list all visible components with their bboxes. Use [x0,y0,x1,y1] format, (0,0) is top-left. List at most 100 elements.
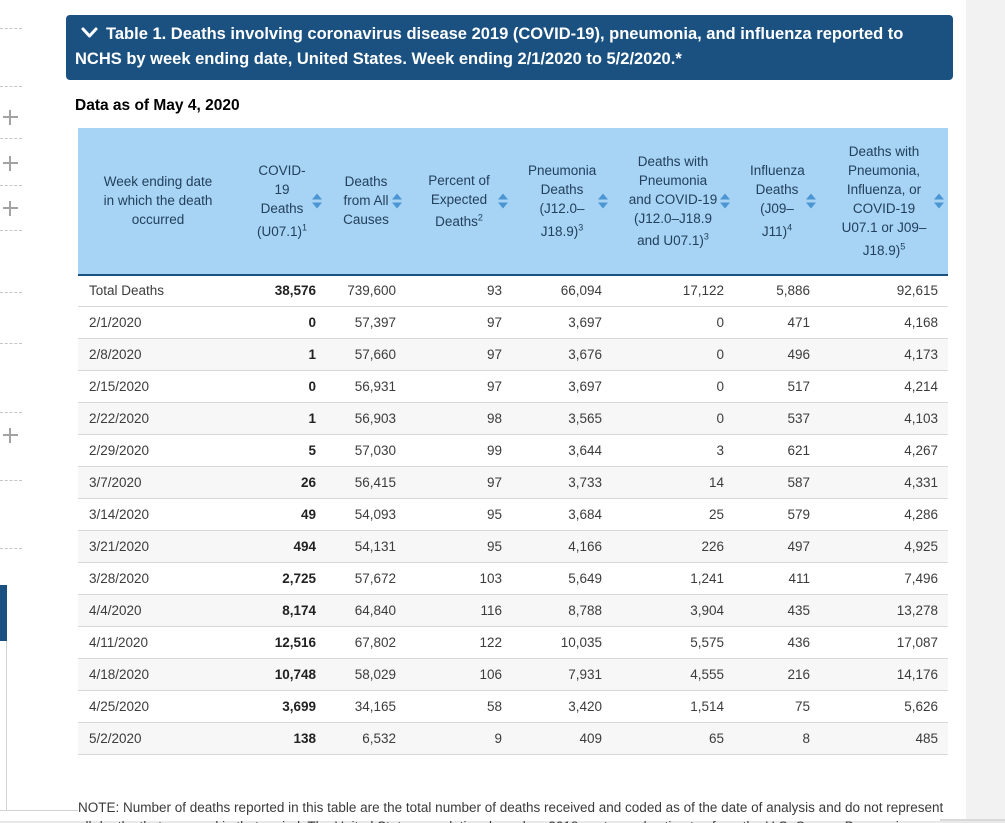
expand-plus-icon[interactable] [3,201,18,216]
cell: 4,103 [820,402,948,435]
cell: 411 [734,562,820,595]
cell: 97 [406,466,512,499]
expand-plus-icon[interactable] [3,156,18,171]
sort-icon[interactable] [598,193,608,209]
cell: 0 [612,338,734,371]
cell: 10,035 [512,626,612,659]
cell: 517 [734,370,820,403]
cell: 95 [406,498,512,531]
cell: 14 [612,466,734,499]
column-header-4[interactable]: Percent of Expected Deaths2 [406,128,512,276]
cell: 2/8/2020 [78,338,238,371]
column-header-5[interactable]: Pneumonia Deaths (J12.0–J18.9)3 [512,128,612,276]
cell: 56,903 [326,402,406,435]
cell: 25 [612,498,734,531]
sort-icon[interactable] [934,193,944,209]
cell: 12,516 [238,626,326,659]
table-header-row: Week ending date in which the death occu… [78,128,948,276]
cell: 56,415 [326,466,406,499]
table-row: 4/25/2020 3,699 34,165 58 3,420 1,514 75 5,626 [78,690,948,723]
cell: 116 [406,594,512,627]
column-header-label: COVID-19 Deaths (U07.1)1 [256,163,308,239]
cell: 0 [238,370,326,403]
cell: 3/28/2020 [78,562,238,595]
cell: 122 [406,626,512,659]
cell: 485 [820,722,948,755]
cell: 739,600 [326,274,406,307]
left-edge-horizontal-line [0,810,78,811]
table-row: 3/14/2020 49 54,093 95 3,684 25 579 4,286 [78,498,948,531]
table-row: 3/21/2020 494 54,131 95 4,166 226 497 4,925 [78,530,948,563]
cell: 3,644 [512,434,612,467]
margin-dashed-line [0,28,22,29]
cell: 5,886 [734,274,820,307]
cell: 56,931 [326,370,406,403]
cell: 5,649 [512,562,612,595]
cell: 3,684 [512,498,612,531]
cell: 103 [406,562,512,595]
cell: 0 [612,370,734,403]
right-gutter-band [966,0,1005,823]
column-header-label: Deaths with Pneumonia, Influenza, or COV… [841,144,927,258]
sort-icon[interactable] [806,193,816,209]
margin-dashed-line [0,480,22,481]
column-header-3[interactable]: Deaths from All Causes [326,128,406,276]
cell: 99 [406,434,512,467]
column-header-label: Deaths with Pneumonia and COVID-19 (J12.… [628,153,718,249]
cell: 3,420 [512,690,612,723]
cell: 1,241 [612,562,734,595]
cell: 579 [734,498,820,531]
cell: 38,576 [238,274,326,307]
cell: 2/15/2020 [78,370,238,403]
column-header-6[interactable]: Deaths with Pneumonia and COVID-19 (J12.… [612,128,734,276]
expand-plus-icon[interactable] [3,428,18,443]
column-header-2[interactable]: COVID-19 Deaths (U07.1)1 [238,128,326,276]
table-title: Table 1. Deaths involving coronavirus di… [75,25,904,68]
cell: 4/18/2020 [78,658,238,691]
cell: 3,904 [612,594,734,627]
cell: 3,565 [512,402,612,435]
total-deaths-row: Total Deaths 38,576 739,600 93 66,094 17,122 5… [78,274,948,307]
cell: 97 [406,306,512,339]
sort-icon[interactable] [720,193,730,209]
table-row: 2/8/2020 1 57,660 97 3,676 0 496 4,173 [78,338,948,371]
table-row: 4/11/2020 12,516 67,802 122 10,035 5,575 436 17… [78,626,948,659]
margin-dashed-line [0,292,22,293]
data-as-of-label: Data as of May 4, 2020 [75,97,240,114]
cell: 3,733 [512,466,612,499]
cell: 1 [238,338,326,371]
sort-icon[interactable] [498,193,508,209]
sort-icon[interactable] [312,193,322,209]
cell: 97 [406,370,512,403]
cell: 17,087 [820,626,948,659]
expand-plus-icon[interactable] [3,110,18,125]
table-row: 4/4/2020 8,174 64,840 116 8,788 3,904 435 13,27… [78,594,948,627]
cell: 2/1/2020 [78,306,238,339]
table-row: 2/29/2020 5 57,030 99 3,644 3 621 4,267 [78,434,948,467]
cell: 7,496 [820,562,948,595]
margin-dashed-line [0,230,22,231]
table-title-bar[interactable]: Table 1. Deaths involving coronavirus di… [66,15,953,80]
cell: 621 [734,434,820,467]
cell: 471 [734,306,820,339]
cell: 138 [238,722,326,755]
cell: 4,555 [612,658,734,691]
chevron-down-icon[interactable] [81,27,98,39]
main-content: Table 1. Deaths involving coronavirus di… [66,15,953,823]
page-bottom-edge [0,821,1005,823]
cell: 10,748 [238,658,326,691]
table-body: Total Deaths 38,576 739,600 93 66,094 17,122 5… [78,274,948,755]
cell: 4,166 [512,530,612,563]
cell: 216 [734,658,820,691]
cell: 1 [238,402,326,435]
cell: 65 [612,722,734,755]
column-header-7[interactable]: Influenza Deaths (J09–J11)4 [734,128,820,276]
column-header-8[interactable]: Deaths with Pneumonia, Influenza, or COV… [820,128,948,276]
note-paragraph: NOTE: Number of deaths reported in this … [78,800,944,823]
cell: 226 [612,530,734,563]
sort-icon[interactable] [392,193,402,209]
cell: 4/25/2020 [78,690,238,723]
cell: 17,122 [612,274,734,307]
table-row: 2/1/2020 0 57,397 97 3,697 0 471 4,168 [78,306,948,339]
